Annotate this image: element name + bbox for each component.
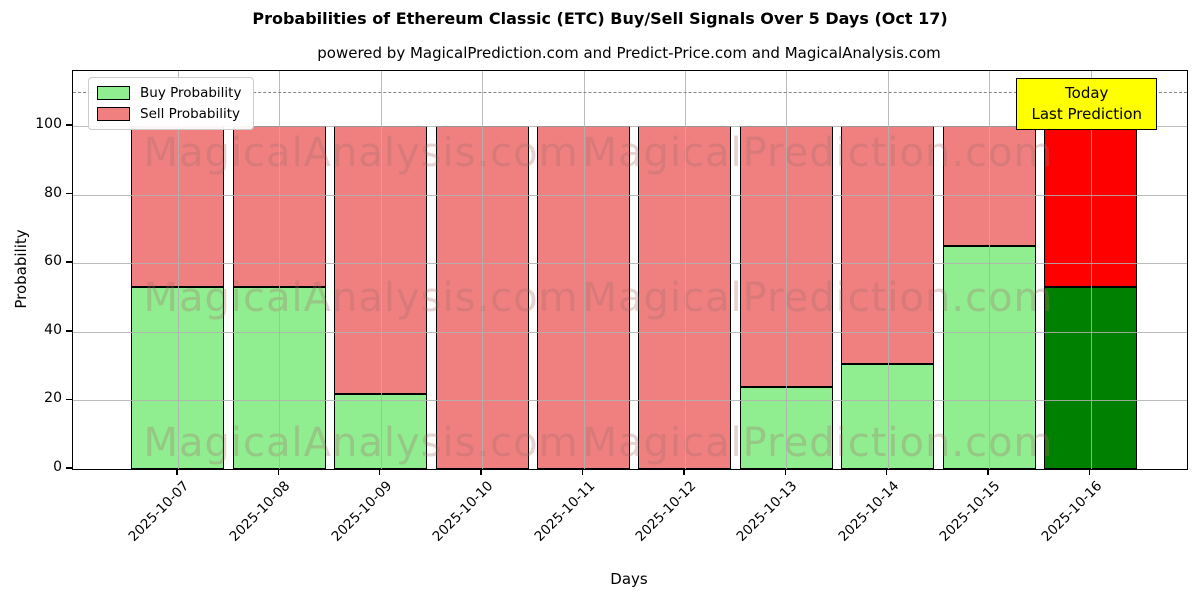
watermark-text: MagicalPrediction.com (582, 130, 1054, 176)
y-tick-label: 0 (53, 459, 62, 475)
h-gridline (73, 125, 1187, 127)
watermark-text: MagicalAnalysis.com (143, 420, 579, 466)
chart-subtitle: powered by MagicalPrediction.com and Pre… (317, 44, 941, 62)
legend-label-sell: Sell Probability (140, 106, 241, 122)
v-gridline (279, 71, 281, 469)
x-tick-label: 2025-10-15 (936, 478, 1004, 545)
watermark-text: MagicalPrediction.com (582, 420, 1054, 466)
v-gridline (380, 71, 382, 469)
watermark-text: MagicalPrediction.com (582, 275, 1054, 321)
x-tick-mark (581, 469, 584, 475)
v-gridline (786, 71, 788, 469)
sell-swatch-icon (97, 107, 130, 121)
x-tick-mark (1088, 469, 1091, 475)
y-tick-mark (66, 124, 72, 126)
y-tick-label: 40 (44, 321, 62, 338)
today-annotation-line1: Today (1065, 84, 1109, 102)
legend-label-buy: Buy Probability (140, 85, 242, 101)
watermark-text: MagicalAnalysis.com (143, 275, 579, 321)
h-gridline (73, 331, 1187, 333)
h-gridline (73, 194, 1187, 196)
x-tick-label: 2025-10-07 (125, 478, 193, 545)
v-gridline (887, 71, 889, 469)
y-tick-mark (66, 192, 72, 195)
x-tick-mark (885, 469, 888, 475)
y-tick-label: 60 (44, 253, 62, 270)
v-gridline (482, 71, 484, 469)
v-gridline (1090, 71, 1092, 469)
y-tick-mark (66, 467, 72, 469)
x-tick-label: 2025-10-08 (226, 478, 294, 545)
today-annotation-line2: Last Prediction (1031, 105, 1142, 123)
y-tick-label: 20 (44, 390, 62, 407)
x-tick-mark (784, 469, 787, 475)
y-tick-mark (66, 261, 72, 263)
x-tick-mark (480, 469, 482, 475)
threshold-dashed-line (73, 91, 1187, 93)
x-axis-label: Days (610, 570, 648, 588)
v-gridline (989, 71, 991, 469)
y-tick-mark (66, 330, 72, 332)
plot-area: MagicalAnalysis.com MagicalPrediction.com… (72, 70, 1188, 470)
v-gridline (177, 71, 179, 469)
x-tick-mark (683, 469, 685, 475)
h-gridline (73, 263, 1187, 265)
h-gridline (73, 400, 1187, 402)
x-tick-label: 2025-10-13 (733, 478, 801, 545)
legend: Buy Probability Sell Probability (88, 77, 255, 130)
v-gridline (583, 71, 585, 469)
x-tick-label: 2025-10-14 (835, 478, 903, 545)
watermark-text: MagicalAnalysis.com (143, 130, 579, 176)
chart-title: Probabilities of Ethereum Classic (ETC) … (252, 9, 948, 28)
x-tick-label: 2025-10-16 (1038, 478, 1105, 545)
x-tick-label: 2025-10-12 (632, 478, 700, 545)
legend-item-sell: Sell Probability (97, 106, 241, 122)
y-tick-label: 100 (35, 115, 62, 132)
x-tick-mark (176, 469, 178, 475)
v-gridline (684, 71, 686, 469)
x-tick-label: 2025-10-10 (429, 478, 497, 545)
x-tick-mark (378, 469, 381, 475)
x-tick-label: 2025-10-11 (531, 478, 598, 545)
x-tick-label: 2025-10-09 (328, 478, 396, 545)
x-tick-mark (277, 469, 280, 475)
y-tick-mark (66, 398, 72, 401)
y-tick-label: 80 (44, 184, 62, 201)
buy-swatch-icon (97, 86, 130, 100)
legend-item-buy: Buy Probability (97, 85, 241, 101)
x-tick-mark (987, 469, 989, 475)
today-annotation-box: Today Last Prediction (1016, 78, 1157, 130)
